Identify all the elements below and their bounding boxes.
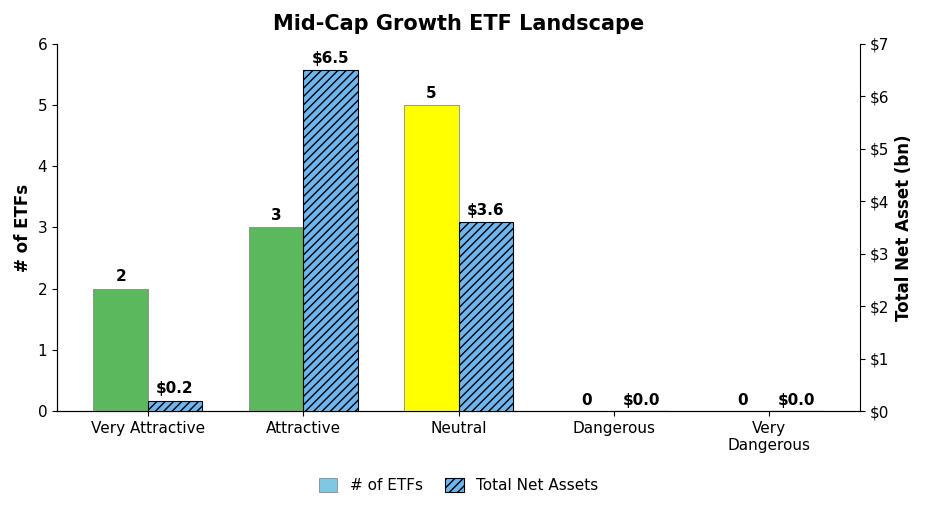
Text: $0.0: $0.0: [778, 393, 816, 408]
Text: 5: 5: [426, 86, 437, 101]
Bar: [94, 289, 147, 411]
Text: 0: 0: [581, 393, 592, 408]
Y-axis label: # of ETFs: # of ETFs: [14, 183, 32, 271]
Legend: # of ETFs, Total Net Assets: # of ETFs, Total Net Assets: [313, 472, 604, 499]
Bar: [404, 105, 459, 411]
Bar: [303, 70, 358, 411]
Bar: [147, 401, 202, 411]
Text: 3: 3: [271, 208, 281, 223]
Text: 0: 0: [737, 393, 747, 408]
Text: 2: 2: [115, 269, 126, 284]
Text: $0.2: $0.2: [157, 381, 194, 396]
Text: $0.0: $0.0: [622, 393, 660, 408]
Text: $3.6: $3.6: [467, 203, 504, 218]
Title: Mid-Cap Growth ETF Landscape: Mid-Cap Growth ETF Landscape: [273, 14, 644, 34]
Bar: [248, 228, 303, 411]
Y-axis label: Total Net Asset (bn): Total Net Asset (bn): [895, 134, 913, 321]
Bar: [459, 222, 513, 411]
Text: $6.5: $6.5: [311, 51, 349, 66]
